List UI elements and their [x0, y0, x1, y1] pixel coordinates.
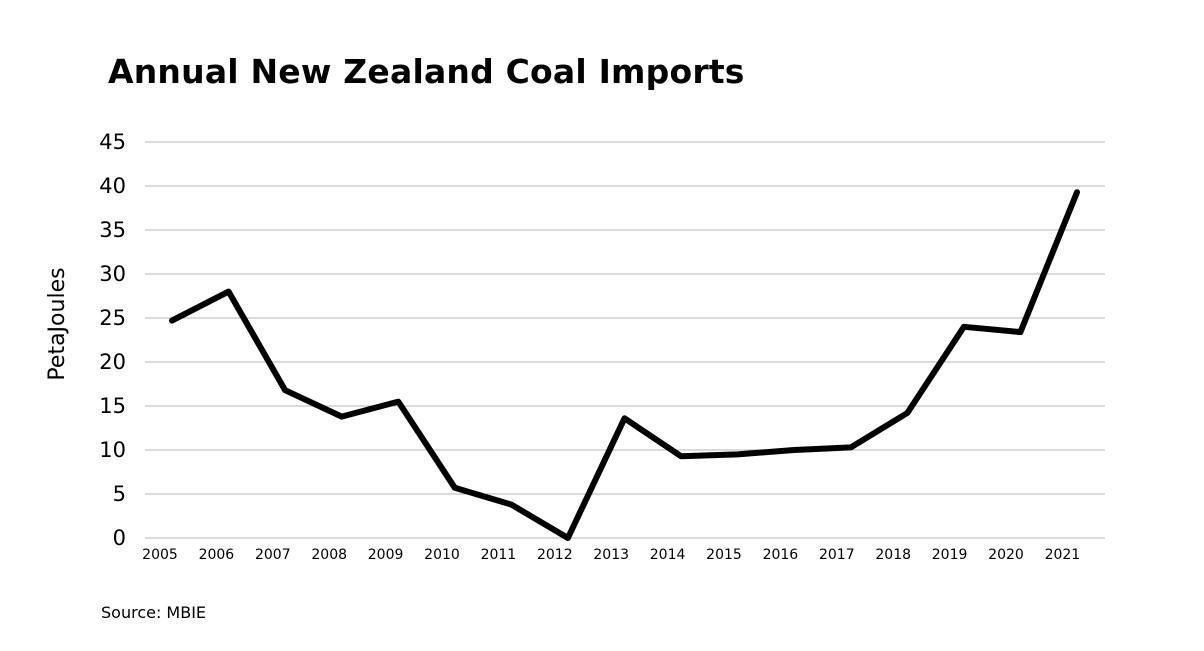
x-tick-label: 2018	[875, 547, 911, 563]
y-axis-label: PetaJoules	[45, 267, 70, 380]
x-tick-label: 2013	[593, 547, 629, 563]
x-tick-label: 2010	[424, 547, 460, 563]
gridlines	[145, 141, 1105, 539]
x-tick-label: 2005	[142, 547, 178, 563]
y-tick-label: 0	[113, 526, 126, 550]
y-tick-label: 5	[113, 482, 126, 506]
y-tick-label: 45	[99, 130, 126, 154]
y-tick-label: 35	[99, 218, 126, 242]
x-tick-label: 2016	[763, 547, 799, 563]
y-tick-label: 15	[99, 394, 126, 418]
x-tick-label: 2014	[650, 547, 686, 563]
source-note: Source: MBIE	[101, 603, 207, 622]
x-tick-label: 2007	[255, 547, 291, 563]
x-tick-label: 2009	[368, 547, 404, 563]
x-tick-label: 2019	[932, 547, 968, 563]
x-tick-label: 2006	[199, 547, 235, 563]
x-tick-label: 2012	[537, 547, 573, 563]
series-line	[169, 189, 1080, 541]
x-tick-label: 2020	[988, 547, 1024, 563]
x-tick-label: 2015	[706, 547, 742, 563]
x-tick-label: 2011	[481, 547, 517, 563]
series-layer	[169, 189, 1080, 541]
y-tick-label: 10	[99, 438, 126, 462]
y-tick-label: 30	[99, 262, 126, 286]
x-tick-label: 2021	[1045, 547, 1081, 563]
chart-title: Annual New Zealand Coal Imports	[108, 52, 745, 91]
y-tick-label: 40	[99, 174, 126, 198]
x-tick-label: 2008	[311, 547, 347, 563]
y-tick-label: 20	[99, 350, 126, 374]
y-axis-ticks: 0 5 10 15 20 25 30 35 40 45	[99, 130, 126, 550]
x-tick-label: 2017	[819, 547, 855, 563]
x-axis-ticks: 2005 2006 2007 2008 2009 2010 2011 2012 2013 2014…	[142, 547, 1080, 563]
y-tick-label: 25	[99, 306, 126, 330]
